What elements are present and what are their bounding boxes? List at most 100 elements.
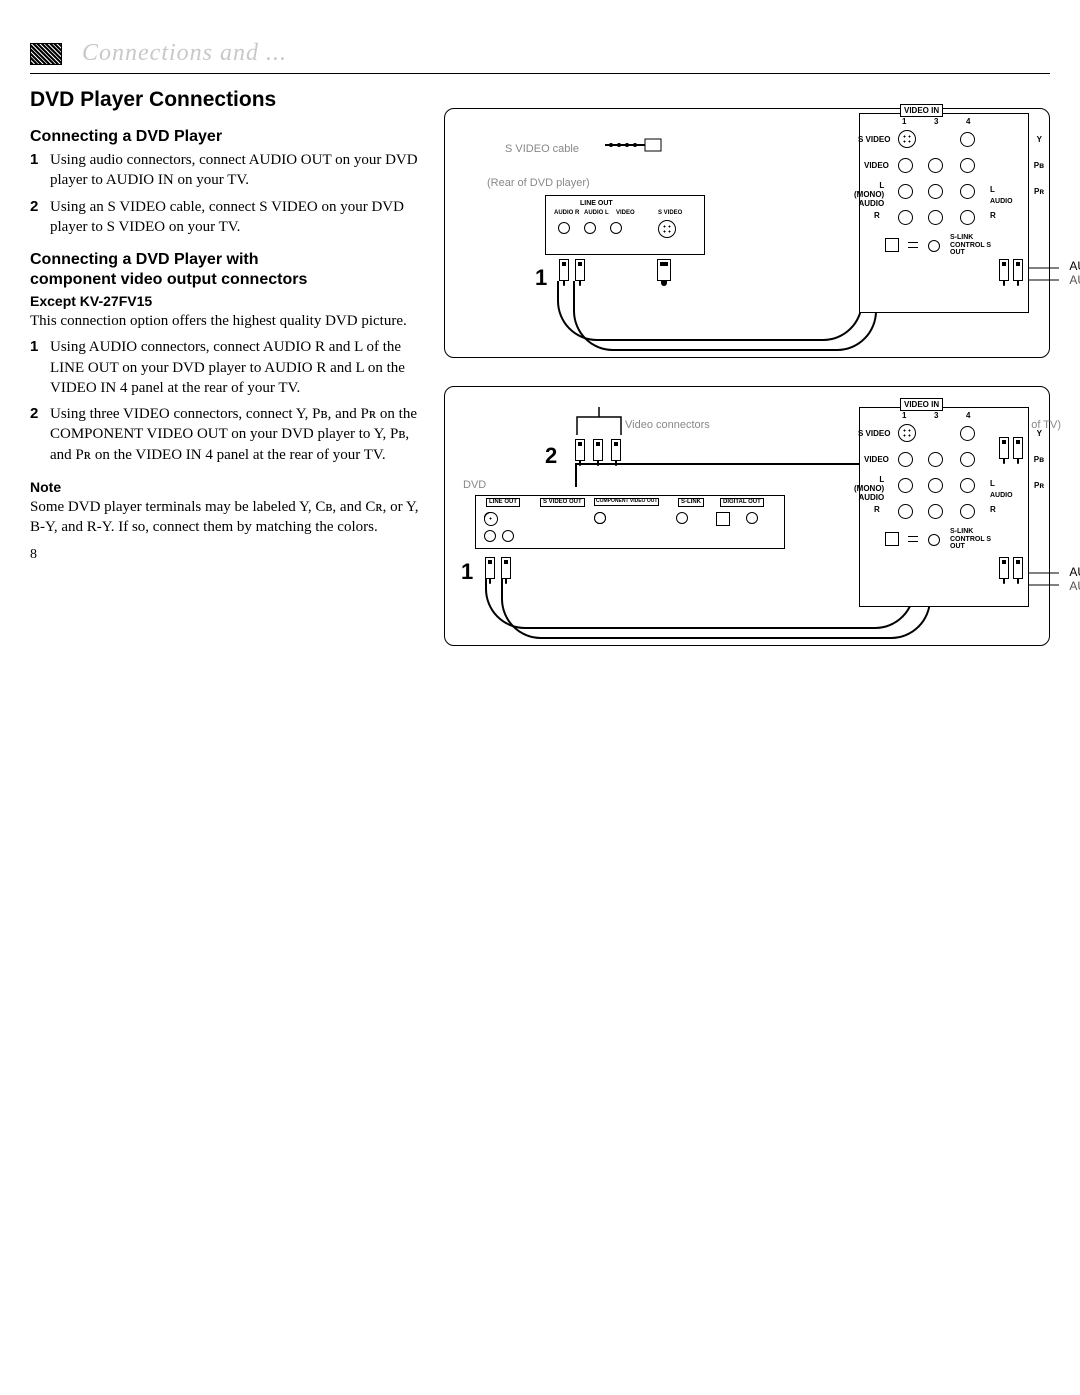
subsection-2-title-line2: component video output connectors xyxy=(30,271,420,289)
slink-header: S-LINK xyxy=(678,498,704,507)
subsection-2-steps: 1Using AUDIO connectors, connect AUDIO R… xyxy=(30,337,420,465)
subsection-2-title-line1: Connecting a DVD Player with xyxy=(30,251,420,269)
jack-icon xyxy=(898,478,913,493)
line-out-header: LINE OUT xyxy=(486,498,520,507)
component-out-header: COMPONENT VIDEO OUT xyxy=(594,498,659,506)
note-label: Note xyxy=(30,479,420,495)
video-jack-label: VIDEO xyxy=(616,210,635,217)
r-label: R xyxy=(990,506,996,515)
video-row-label: VIDEO xyxy=(864,162,889,171)
l-label: L xyxy=(990,186,995,195)
audio-label: AUDIO xyxy=(990,492,1013,500)
video-in-header: VIDEO IN xyxy=(900,398,943,411)
jack-icon xyxy=(928,240,940,252)
subsection-1-steps: 1Using audio connectors, connect AUDIO O… xyxy=(30,150,420,237)
chapter-header: Connections and ... xyxy=(30,40,1050,67)
jack-icon xyxy=(928,452,943,467)
jack-icon xyxy=(898,504,913,519)
l-label: L xyxy=(990,480,995,489)
jack-icon xyxy=(594,512,606,524)
svideo-jack-icon xyxy=(898,130,916,148)
jack-icon xyxy=(960,504,975,519)
subsection-2-intro: This connection option offers the highes… xyxy=(30,311,420,331)
jack-icon xyxy=(502,530,514,542)
jack-icon xyxy=(898,184,913,199)
cable-plug-icon xyxy=(999,557,1009,579)
slink-port-icon xyxy=(885,238,899,252)
step-text: Using three VIDEO connectors, connect Y,… xyxy=(50,404,420,465)
svideo-out-header: S VIDEO OUT xyxy=(540,498,585,507)
step: 1Using audio connectors, connect AUDIO O… xyxy=(30,150,420,191)
audio-r-callout: AUDIO-R (red) AUDIO-L (white) xyxy=(1069,259,1080,287)
callout-line-icon xyxy=(1029,264,1059,288)
cable-plug-icon xyxy=(1013,259,1023,281)
cable-plug-icon xyxy=(1013,437,1023,459)
jack-icon xyxy=(898,452,913,467)
jack-icon xyxy=(928,478,943,493)
subsection-1-title: Connecting a DVD Player xyxy=(30,128,420,146)
jack-icon xyxy=(584,222,596,234)
step: 1Using AUDIO connectors, connect AUDIO R… xyxy=(30,337,420,398)
jack-icon xyxy=(746,512,758,524)
cable-plug-icon xyxy=(485,557,495,579)
digital-out-header: DIGITAL OUT xyxy=(720,498,764,507)
text-column: DVD Player Connections Connecting a DVD … xyxy=(30,88,420,674)
step-number: 1 xyxy=(30,150,42,191)
diagram-component-connection: Video connectors (Rear of TV) DVD 2 1 LI… xyxy=(444,386,1050,646)
pb-label: Pʙ xyxy=(1034,162,1044,171)
book-icon xyxy=(30,43,62,65)
model-exception: Except KV-27FV15 xyxy=(30,293,420,309)
jack-icon xyxy=(960,452,975,467)
jack-icon xyxy=(960,478,975,493)
y-label: Y xyxy=(1037,136,1042,145)
audio-r-label: AUDIO R xyxy=(554,210,579,217)
svideo-jack-icon xyxy=(658,220,676,238)
svideo-row-label: S VIDEO xyxy=(858,136,890,145)
step: 2Using three VIDEO connectors, connect Y… xyxy=(30,404,420,465)
jack-icon xyxy=(898,210,913,225)
r-row-label: R xyxy=(874,212,880,221)
y-label: Y xyxy=(1037,430,1042,439)
step-text: Using audio connectors, connect AUDIO OU… xyxy=(50,150,420,191)
r-row-label: R xyxy=(874,506,880,515)
video-connectors-label: Video connectors xyxy=(625,419,710,431)
note-text: Some DVD player terminals may be labeled… xyxy=(30,497,420,538)
port-icon xyxy=(908,242,918,248)
step-marker-1: 1 xyxy=(461,559,473,585)
jack-icon xyxy=(928,158,943,173)
jack-icon xyxy=(960,184,975,199)
audio-l-label: AUDIO L xyxy=(584,210,609,217)
audio-cable-icon xyxy=(573,281,877,351)
jack-icon xyxy=(898,158,913,173)
jack-icon xyxy=(928,504,943,519)
cable-plug-icon xyxy=(501,557,511,579)
pr-label: Pʀ xyxy=(1034,482,1044,491)
svideo-jack-label: S VIDEO xyxy=(658,210,682,217)
jack-icon xyxy=(928,210,943,225)
jack-icon xyxy=(610,222,622,234)
dvd-device-label: DVD xyxy=(463,479,486,491)
r-label: R xyxy=(990,212,996,221)
svideo-jack-icon xyxy=(898,424,916,442)
jack-icon xyxy=(484,530,496,542)
jack-icon xyxy=(928,534,940,546)
step-number: 1 xyxy=(30,337,42,398)
pr-label: Pʀ xyxy=(1034,188,1044,197)
rear-dvd-label: (Rear of DVD player) xyxy=(487,177,590,189)
header-rule xyxy=(30,73,1050,74)
cable-plug-icon xyxy=(1013,557,1023,579)
jack-icon xyxy=(960,210,975,225)
step-marker-1: 1 xyxy=(535,265,547,291)
chapter-title: Connections and ... xyxy=(82,40,287,67)
pb-label: Pʙ xyxy=(1034,456,1044,465)
cable-plug-icon xyxy=(999,259,1009,281)
step-number: 2 xyxy=(30,197,42,238)
audio-label: AUDIO xyxy=(990,198,1013,206)
cable-plug-icon xyxy=(999,437,1009,459)
video-row-label: VIDEO xyxy=(864,456,889,465)
cable-plug-icon xyxy=(593,439,603,461)
section-title: DVD Player Connections xyxy=(30,88,420,112)
slink-port-icon xyxy=(885,532,899,546)
svideo-plug-icon xyxy=(657,259,671,281)
l-mono-label: L (MONO) AUDIO xyxy=(854,182,884,208)
